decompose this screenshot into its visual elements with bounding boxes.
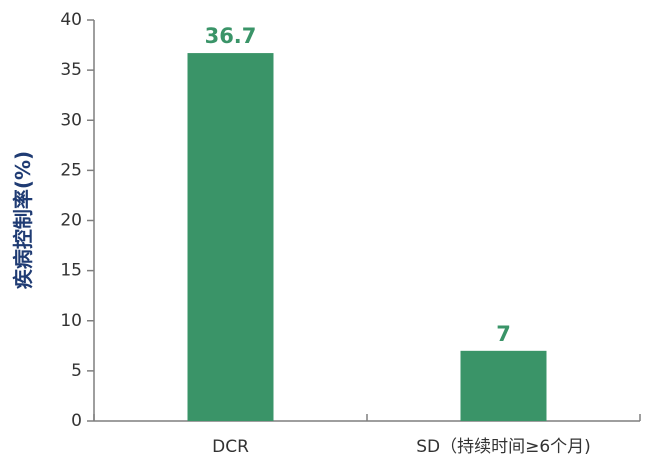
- axes: [93, 20, 640, 422]
- y-tick-label: 30: [60, 110, 82, 130]
- y-tick-label: 10: [60, 311, 82, 331]
- bars: [187, 53, 547, 422]
- y-tick-label: 15: [60, 261, 82, 281]
- y-tick-label: 25: [60, 160, 82, 180]
- data-label-2: 7: [496, 322, 511, 346]
- y-tick-label: 5: [71, 361, 82, 381]
- y-axis-label: 疾病控制率(%): [11, 151, 35, 289]
- data-labels: 36.77: [205, 24, 511, 346]
- y-axis-label-group: 疾病控制率(%): [11, 151, 35, 289]
- y-axis-ticks: 0 5 10 15 20 25 30 35 40: [60, 10, 94, 431]
- bar-1: [187, 53, 274, 422]
- y-tick-label: 0: [71, 411, 82, 431]
- data-label-1: 36.7: [205, 24, 257, 48]
- x-tick-label: DCR: [212, 437, 249, 457]
- bar-2: [460, 350, 547, 421]
- x-tick-label: SD（持续时间≥6个月): [416, 437, 591, 457]
- y-tick-label: 35: [60, 60, 82, 80]
- x-axis-ticks: DCR SD（持续时间≥6个月): [93, 414, 641, 457]
- y-tick-label: 20: [60, 211, 82, 231]
- y-tick-label: 40: [60, 10, 82, 30]
